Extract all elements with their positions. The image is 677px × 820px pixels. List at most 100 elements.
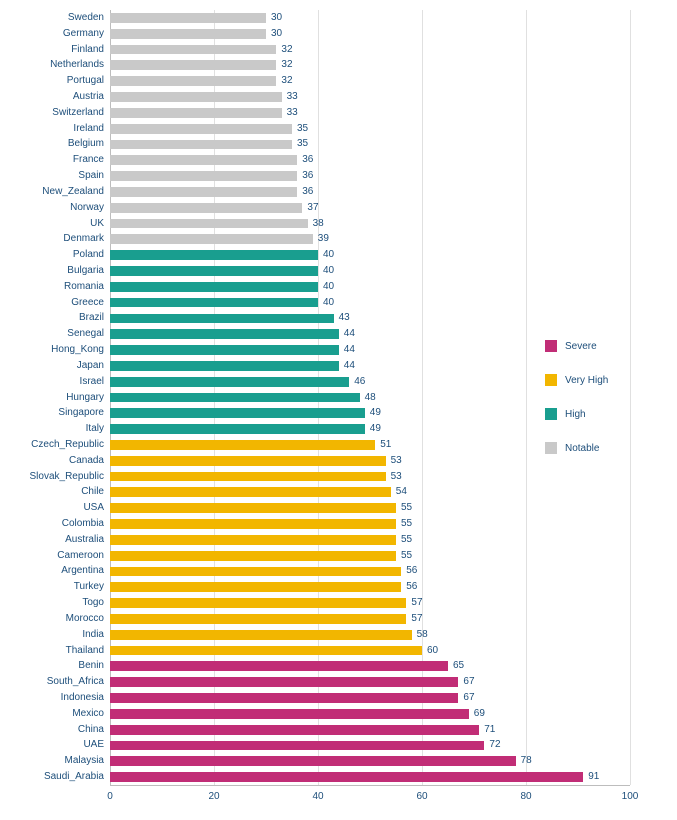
country-label: France [0, 155, 104, 165]
country-label: Slovak_Republic [0, 472, 104, 482]
value-label: 36 [302, 171, 313, 181]
value-label: 36 [302, 187, 313, 197]
value-label: 71 [484, 725, 495, 735]
country-label: Japan [0, 361, 104, 371]
bar [110, 393, 360, 403]
country-label: Senegal [0, 329, 104, 339]
x-tick-label: 40 [312, 791, 323, 802]
legend-label: Notable [565, 443, 599, 454]
country-label: Argentina [0, 566, 104, 576]
value-label: 43 [339, 313, 350, 323]
country-label: Denmark [0, 234, 104, 244]
value-label: 49 [370, 408, 381, 418]
bar [110, 29, 266, 39]
country-label: Singapore [0, 408, 104, 418]
country-label: Morocco [0, 614, 104, 624]
value-label: 55 [401, 519, 412, 529]
value-label: 78 [521, 756, 532, 766]
bar [110, 456, 386, 466]
bar [110, 677, 458, 687]
value-label: 32 [281, 76, 292, 86]
bar [110, 472, 386, 482]
bar [110, 614, 406, 624]
value-label: 40 [323, 250, 334, 260]
bar [110, 13, 266, 23]
country-label: Sweden [0, 13, 104, 23]
value-label: 51 [380, 440, 391, 450]
value-label: 33 [287, 92, 298, 102]
country-label: Mexico [0, 709, 104, 719]
x-tick-label: 100 [622, 791, 639, 802]
country-label: Italy [0, 424, 104, 434]
bar [110, 646, 422, 656]
country-label: Saudi_Arabia [0, 772, 104, 782]
country-label: Romania [0, 282, 104, 292]
country-label: Thailand [0, 646, 104, 656]
bar [110, 440, 375, 450]
value-label: 46 [354, 377, 365, 387]
bar [110, 219, 308, 229]
bar [110, 329, 339, 339]
bar [110, 408, 365, 418]
value-label: 35 [297, 124, 308, 134]
x-axis-line [110, 785, 630, 786]
country-label: Israel [0, 377, 104, 387]
legend-item: Severe [545, 340, 665, 352]
value-label: 60 [427, 646, 438, 656]
country-label: Brazil [0, 313, 104, 323]
bar [110, 598, 406, 608]
bar [110, 124, 292, 134]
bar [110, 76, 276, 86]
country-label: Canada [0, 456, 104, 466]
value-label: 67 [463, 693, 474, 703]
bar [110, 741, 484, 751]
value-label: 44 [344, 361, 355, 371]
country-label: Colombia [0, 519, 104, 529]
gridline [526, 10, 527, 785]
value-label: 91 [588, 772, 599, 782]
country-label: Indonesia [0, 693, 104, 703]
bar [110, 709, 469, 719]
bar [110, 155, 297, 165]
country-label: Netherlands [0, 60, 104, 70]
bar [110, 203, 302, 213]
bar [110, 361, 339, 371]
bar [110, 298, 318, 308]
bar [110, 756, 516, 766]
legend-label: Very High [565, 375, 608, 386]
country-label: Spain [0, 171, 104, 181]
bar [110, 582, 401, 592]
value-label: 72 [489, 740, 500, 750]
country-label: Belgium [0, 139, 104, 149]
country-label: Hungary [0, 393, 104, 403]
legend-swatch [545, 442, 557, 454]
bar [110, 519, 396, 529]
bar [110, 108, 282, 118]
value-label: 38 [313, 219, 324, 229]
bar [110, 92, 282, 102]
value-label: 57 [411, 614, 422, 624]
bar [110, 140, 292, 150]
country-label: Finland [0, 45, 104, 55]
risk-index-chart: 020406080100Sweden30Germany30Finland32Ne… [0, 0, 677, 820]
value-label: 37 [307, 203, 318, 213]
value-label: 56 [406, 566, 417, 576]
country-label: Australia [0, 535, 104, 545]
country-label: Benin [0, 661, 104, 671]
country-label: Portugal [0, 76, 104, 86]
value-label: 30 [271, 29, 282, 39]
bar [110, 60, 276, 70]
legend-label: Severe [565, 341, 597, 352]
country-label: Czech_Republic [0, 440, 104, 450]
country-label: Turkey [0, 582, 104, 592]
country-label: Austria [0, 92, 104, 102]
value-label: 55 [401, 551, 412, 561]
legend-item: Very High [545, 374, 665, 386]
legend-swatch [545, 340, 557, 352]
country-label: Greece [0, 298, 104, 308]
country-label: Bulgaria [0, 266, 104, 276]
bar [110, 45, 276, 55]
country-label: Switzerland [0, 108, 104, 118]
bar [110, 377, 349, 387]
legend-item: Notable [545, 442, 665, 454]
